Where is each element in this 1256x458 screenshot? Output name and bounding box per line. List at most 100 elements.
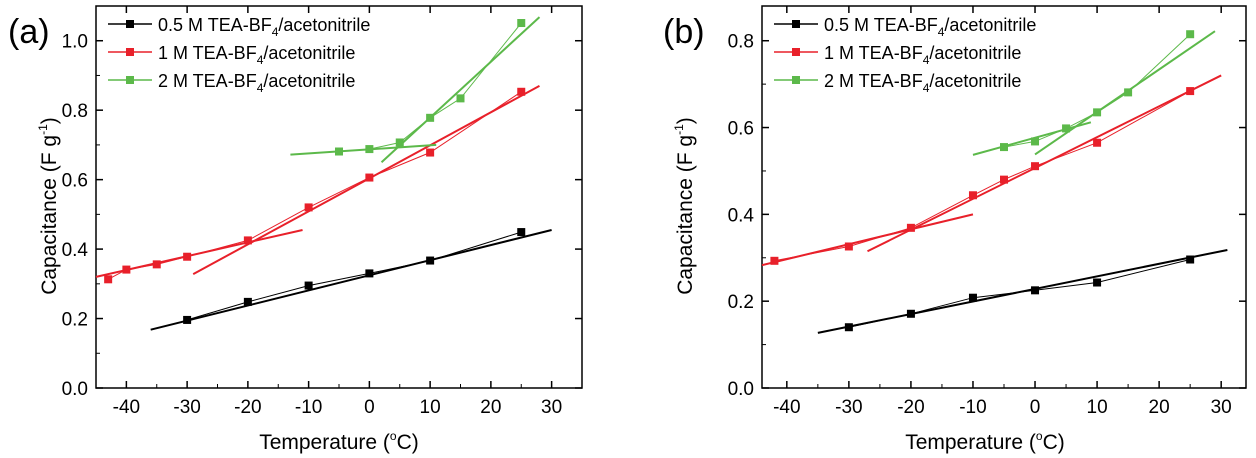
fit-line <box>380 16 541 164</box>
data-point <box>122 265 131 274</box>
y-tick-label: 0.4 <box>728 205 755 226</box>
fit-line <box>817 248 1228 334</box>
data-point <box>906 223 915 232</box>
legend-label: 1 M TEA-BF4/acetonitrile <box>824 43 1021 67</box>
series-line <box>338 22 522 152</box>
x-tick-label: -40 <box>773 397 800 418</box>
x-tick-label: -10 <box>295 397 322 418</box>
data-point <box>243 297 252 306</box>
data-point <box>395 138 404 147</box>
data-point <box>844 323 853 332</box>
legend-label: 0.5 M TEA-BF4/acetonitrile <box>158 15 370 39</box>
data-point <box>1186 255 1195 264</box>
data-point <box>152 260 161 269</box>
y-tick-label: 0.4 <box>62 240 89 261</box>
data-point <box>183 315 192 324</box>
y-tick-label: 0.2 <box>728 292 754 313</box>
fit-line <box>761 213 974 267</box>
data-point <box>1124 88 1133 97</box>
y-tick-label: 0.2 <box>62 310 88 331</box>
y-tick-label: 0.0 <box>728 379 754 400</box>
data-point <box>1000 143 1008 152</box>
y-tick-label: 0.8 <box>728 32 754 53</box>
y-tick-label: 0.6 <box>62 171 88 192</box>
x-tick-label: 10 <box>420 397 441 418</box>
data-point <box>365 173 374 182</box>
y-tick-label: 0.6 <box>728 119 754 140</box>
data-point <box>1031 137 1040 146</box>
x-axis-title: Temperature (oC) <box>259 429 419 454</box>
x-tick-label: 0 <box>1030 397 1041 418</box>
data-point <box>1031 162 1040 171</box>
plot-frame <box>761 5 1247 389</box>
data-point <box>770 256 779 265</box>
legend-label: 1 M TEA-BF4/acetonitrile <box>158 43 355 67</box>
data-point <box>517 19 526 28</box>
legend-marker <box>126 20 134 28</box>
data-point <box>456 94 465 103</box>
data-point <box>183 252 192 261</box>
panel-b: (b) Capacitance (F g-1) Temperature (oC)… <box>663 5 1247 454</box>
data-point <box>844 242 853 251</box>
data-point <box>365 145 374 154</box>
panel-a: (a) Capacitance (F g-1) Temperature (oC)… <box>8 5 583 454</box>
y-tick-label: 1.0 <box>62 32 88 53</box>
legend-label: 0.5 M TEA-BF4/acetonitrile <box>824 15 1036 39</box>
data-point <box>104 275 113 284</box>
data-point <box>906 309 915 318</box>
data-point <box>335 147 343 156</box>
fit-line <box>867 74 1222 253</box>
data-point <box>426 256 435 265</box>
x-tick-label: -20 <box>234 397 261 418</box>
data-point <box>1062 124 1071 133</box>
data-point <box>968 191 977 200</box>
data-point <box>1093 108 1102 117</box>
data-point <box>426 113 435 122</box>
x-tick-label: -30 <box>173 397 200 418</box>
legend-marker <box>792 20 800 28</box>
y-tick-label: 0.0 <box>62 379 88 400</box>
legend-label: 2 M TEA-BF4/acetonitrile <box>824 71 1021 95</box>
legend-marker <box>792 48 800 56</box>
data-point <box>1093 138 1102 147</box>
x-tick-label: -30 <box>835 397 862 418</box>
data-point <box>1093 278 1102 287</box>
x-axis-title: Temperature (oC) <box>905 429 1065 454</box>
fit-line <box>95 229 303 278</box>
data-point <box>243 236 252 245</box>
data-point <box>1186 30 1195 39</box>
data-point <box>426 148 435 157</box>
data-point <box>304 281 313 290</box>
y-tick-label: 0.8 <box>62 101 88 122</box>
plot-frame <box>95 5 583 389</box>
series-line <box>774 90 1191 262</box>
series-line <box>1003 33 1191 148</box>
data-point <box>365 269 374 278</box>
x-tick-label: 20 <box>480 397 501 418</box>
fit-line <box>150 229 552 331</box>
x-tick-label: 30 <box>541 397 562 418</box>
panel-label: (a) <box>8 13 50 51</box>
x-tick-label: 10 <box>1087 397 1108 418</box>
data-point <box>968 293 977 302</box>
x-tick-label: 30 <box>1211 397 1232 418</box>
data-point <box>1186 87 1195 96</box>
x-tick-label: -10 <box>959 397 986 418</box>
legend-marker <box>792 76 800 84</box>
x-tick-label: 0 <box>364 397 375 418</box>
data-point <box>1000 175 1008 184</box>
fit-line <box>290 143 437 156</box>
panel-label: (b) <box>663 13 705 51</box>
legend-marker <box>126 48 134 56</box>
x-tick-label: -40 <box>113 397 140 418</box>
data-point <box>517 228 526 237</box>
data-point <box>304 203 313 212</box>
x-tick-label: 20 <box>1149 397 1170 418</box>
x-tick-label: -20 <box>897 397 924 418</box>
data-point <box>1031 286 1040 295</box>
legend-label: 2 M TEA-BF4/acetonitrile <box>158 71 355 95</box>
y-axis-title: Capacitance (F g-1) <box>672 117 697 295</box>
y-axis-title: Capacitance (F g-1) <box>36 117 61 295</box>
data-point <box>517 87 526 96</box>
